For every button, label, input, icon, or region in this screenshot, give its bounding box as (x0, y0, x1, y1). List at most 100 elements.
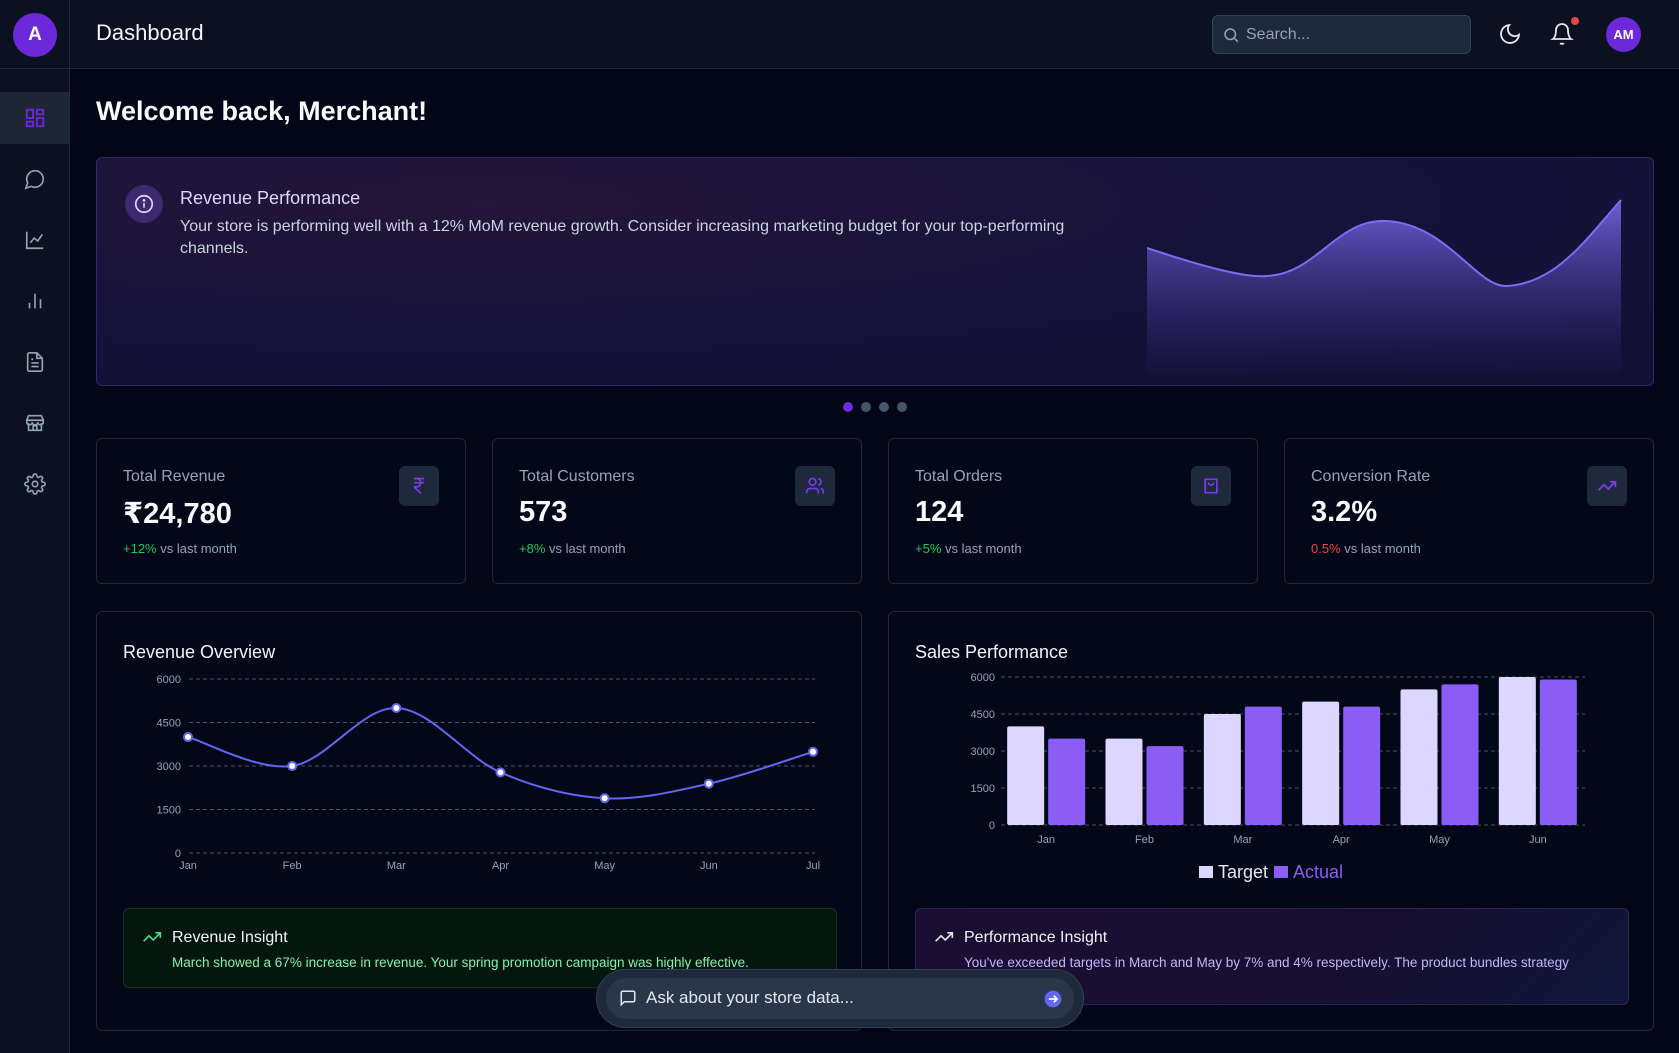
carousel-dot[interactable] (843, 402, 853, 412)
x-tick-label: Apr (492, 860, 509, 872)
legend-swatch (1198, 866, 1213, 878)
stat-change-suffix: vs last month (160, 541, 237, 556)
top-header: Dashboard AM (70, 0, 1679, 69)
legend-item[interactable]: Target (1198, 862, 1268, 883)
data-point (391, 703, 402, 713)
insight-title: Performance Insight (964, 929, 1108, 946)
performance-insight: Performance Insight You've exceeded targ… (915, 908, 1629, 1005)
send-arrow-icon[interactable] (1043, 989, 1063, 1009)
x-tick-label: Apr (1333, 834, 1350, 846)
data-point (808, 746, 818, 757)
sidebar-item-documents[interactable] (0, 336, 69, 388)
dashboard-icon (25, 108, 44, 128)
y-tick-label: 6000 (157, 674, 181, 686)
document-icon (26, 352, 43, 372)
y-tick-label: 6000 (971, 672, 995, 684)
legend-swatch (1274, 866, 1288, 878)
bar-chart-icon (28, 293, 41, 309)
stat-card-conversion: Conversion Rate 3.2% 0.5% vs last month (1284, 438, 1654, 584)
bell-icon[interactable] (1550, 22, 1574, 46)
stat-change: +8% vs last month (519, 541, 626, 556)
users-icon (795, 466, 835, 506)
stat-value: 124 (915, 496, 964, 528)
y-tick-label: 4500 (157, 718, 181, 730)
stat-card-orders: Total Orders 124 +5% vs last month (888, 438, 1258, 584)
y-tick-label: 3000 (971, 746, 995, 758)
line-chart-icon (25, 231, 43, 250)
carousel-dot[interactable] (861, 402, 871, 412)
data-point (183, 732, 193, 742)
hero-insight-card: Revenue Performance Your store is perfor… (96, 157, 1654, 386)
trending-up-icon (143, 932, 162, 942)
stat-change-value: +12% (123, 541, 157, 556)
x-tick-label: Jan (179, 860, 197, 872)
stat-value: ₹24,780 (123, 498, 232, 530)
stat-change-suffix: vs last month (945, 541, 1022, 556)
y-tick-label: 1500 (971, 783, 995, 795)
stat-label: Total Customers (519, 468, 635, 485)
hero-title: Revenue Performance (180, 188, 361, 208)
ask-input[interactable]: Ask about your store data... (606, 978, 1074, 1019)
y-tick-label: 3000 (157, 761, 181, 773)
info-icon (125, 185, 163, 223)
carousel-dot[interactable] (879, 402, 889, 412)
store-icon (25, 414, 44, 432)
revenue-insight: Revenue Insight March showed a 67% incre… (123, 908, 837, 988)
legend-label: Target (1217, 862, 1268, 882)
rupee-icon (399, 466, 439, 506)
stat-card-customers: Total Customers 573 +8% vs last month (492, 438, 862, 584)
panel-title: Revenue Overview (123, 642, 276, 662)
bar-actual (1441, 684, 1479, 825)
x-tick-label: Jun (700, 860, 718, 872)
stat-change-value: +5% (915, 541, 942, 556)
data-point (599, 793, 610, 804)
search-input[interactable] (1246, 16, 1466, 53)
insight-text: You've exceeded targets in March and May… (964, 955, 1569, 970)
y-tick-label: 1500 (157, 805, 181, 817)
app-logo[interactable]: A (13, 13, 57, 57)
user-avatar[interactable]: AM (1606, 17, 1641, 52)
stat-label: Total Orders (915, 468, 1003, 485)
panel-title: Sales Performance (915, 642, 1069, 662)
bar-target (1203, 714, 1241, 825)
bar-actual (1146, 746, 1184, 825)
x-tick-label: May (594, 860, 615, 872)
insight-title: Revenue Insight (172, 929, 288, 946)
sales-performance-panel: Sales Performance 0 1500 3000 4500 6000 Jan Fe… (888, 611, 1654, 1031)
bar-target (1400, 689, 1438, 825)
sidebar-item-settings[interactable] (0, 458, 69, 510)
shopping-bag-icon (1191, 466, 1231, 506)
bar-target (1105, 738, 1143, 825)
y-tick-label: 0 (175, 848, 181, 860)
stat-change: 0.5% vs last month (1311, 541, 1421, 556)
stat-change: +5% vs last month (915, 541, 1022, 556)
x-tick-label: Jun (1529, 834, 1547, 846)
data-point (703, 778, 714, 789)
welcome-heading: Welcome back, Merchant! (96, 96, 428, 126)
stat-change-value: 0.5% (1311, 541, 1341, 556)
hero-text: Your store is performing well with a 12%… (180, 218, 1065, 257)
stat-label: Conversion Rate (1311, 468, 1431, 485)
chart-legend: Target Actual (889, 862, 1653, 883)
data-point (287, 761, 298, 771)
stat-value: 3.2% (1311, 496, 1378, 528)
carousel-dot[interactable] (897, 402, 907, 412)
search-box[interactable] (1212, 15, 1471, 54)
sidebar-item-dashboard[interactable] (0, 92, 69, 144)
hero-wave-decoration (1147, 199, 1622, 373)
insight-text: March showed a 67% increase in revenue. … (172, 955, 749, 970)
sidebar-item-reports[interactable] (0, 275, 69, 327)
bar-actual (1539, 679, 1577, 825)
moon-icon[interactable] (1498, 22, 1522, 46)
chat-icon (24, 169, 44, 190)
stat-change-suffix: vs last month (1344, 541, 1421, 556)
stat-change-suffix: vs last month (549, 541, 626, 556)
bar-actual (1343, 706, 1381, 825)
carousel-dots (843, 402, 907, 412)
gear-icon (23, 473, 46, 495)
sidebar-item-chat[interactable] (0, 153, 69, 205)
sidebar-item-store[interactable] (0, 397, 69, 449)
sidebar-item-analytics[interactable] (0, 214, 69, 266)
legend-item[interactable]: Actual (1274, 862, 1343, 883)
stat-value: 573 (519, 496, 568, 528)
